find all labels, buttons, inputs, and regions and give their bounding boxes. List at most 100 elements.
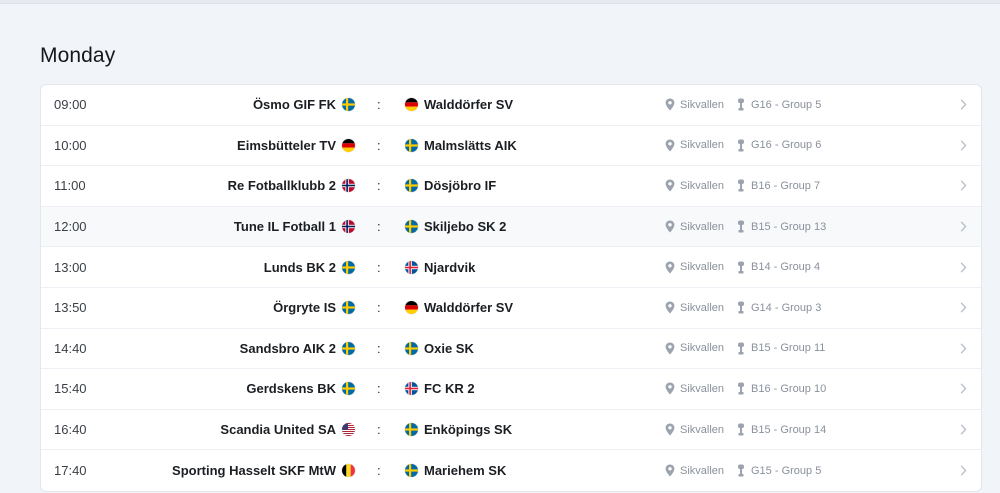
away-team-name: Malmslätts AIK [424,137,517,153]
home-team: Re Fotballklubb 2 [228,166,355,206]
match-row[interactable]: 12:00 Tune IL Fotball 1 : Skiljebo SK 2 … [41,206,981,248]
match-row[interactable]: 13:50 Örgryte IS : Walddörfer SV Sikvall… [41,288,981,329]
venue-name: Sikvallen [680,139,725,152]
venue: Sikvallen [665,85,724,125]
home-team: Ösmo GIF FK [253,85,355,125]
match-time: 10:00 [54,137,87,153]
group: G14 - Group 3 [737,288,821,328]
group: B15 - Group 14 [737,410,826,450]
location-pin-icon [665,261,675,274]
group-label: B15 - Group 14 [751,423,827,436]
group: B15 - Group 11 [737,329,825,369]
trophy-icon [738,220,744,233]
venue: Sikvallen [665,207,724,247]
home-team: Sporting Hasselt SKF MtW [172,450,355,491]
location-pin-icon [665,301,675,314]
location-pin-icon [665,382,675,395]
chevron-right-icon[interactable] [960,126,967,166]
home-flag-icon [342,220,355,234]
away-team: Skiljebo SK 2 [405,207,506,247]
chevron-right-icon[interactable] [960,410,967,450]
away-team-name: Walddörfer SV [424,97,514,113]
away-team: Njardvik [405,247,475,287]
score-separator: : [377,259,381,275]
venue: Sikvallen [665,410,724,450]
chevron-right-icon[interactable] [960,288,967,328]
away-team-name: Oxie SK [424,340,474,356]
venue-name: Sikvallen [680,261,725,274]
home-flag-icon [342,464,355,478]
away-team: Mariehem SK [405,450,506,491]
group: B16 - Group 10 [737,369,826,409]
match-row[interactable]: 17:40 Sporting Hasselt SKF MtW : Mariehe… [41,450,981,491]
group: B14 - Group 4 [737,247,820,287]
score-separator: : [377,219,381,235]
home-team: Scandia United SA [220,410,355,450]
away-team-name: Dösjöbro IF [424,178,497,194]
away-team-name: Enköpings SK [424,422,513,438]
match-row[interactable]: 09:00 Ösmo GIF FK : Walddörfer SV Sikval… [41,85,981,126]
match-row[interactable]: 10:00 Eimsbütteler TV : Malmslätts AIK S… [41,126,981,167]
home-team-name: Gerdskens BK [246,381,336,397]
away-team: Malmslätts AIK [405,126,517,166]
away-team: Oxie SK [405,329,474,369]
home-flag-icon [342,301,355,315]
trophy-icon [738,179,744,192]
chevron-right-icon[interactable] [960,450,967,491]
venue: Sikvallen [665,369,724,409]
away-flag-icon [405,423,418,437]
home-team-name: Tune IL Fotball 1 [233,219,336,235]
trophy-icon [738,301,744,314]
venue: Sikvallen [665,166,724,206]
group-label: B16 - Group 7 [751,179,821,192]
day-heading: Monday [40,44,116,67]
home-team-name: Re Fotballklubb 2 [227,178,336,194]
group: G16 - Group 5 [737,85,821,125]
match-list: 09:00 Ösmo GIF FK : Walddörfer SV Sikval… [40,84,982,492]
chevron-right-icon[interactable] [960,85,967,125]
match-time: 15:40 [54,381,87,397]
venue-name: Sikvallen [680,220,725,233]
chevron-right-icon[interactable] [960,166,967,206]
location-pin-icon [665,139,675,152]
away-flag-icon [405,220,418,234]
venue-name: Sikvallen [680,464,725,477]
away-team: Enköpings SK [405,410,512,450]
group: G15 - Group 5 [737,450,821,491]
group-label: G15 - Group 5 [751,464,822,477]
home-flag-icon [342,260,355,274]
chevron-right-icon[interactable] [960,207,967,247]
home-team-name: Örgryte IS [273,300,336,316]
home-team-name: Scandia United SA [220,422,336,438]
location-pin-icon [665,98,675,111]
match-row[interactable]: 16:40 Scandia United SA : Enköpings SK S… [41,410,981,451]
home-team: Lunds BK 2 [264,247,355,287]
chevron-right-icon[interactable] [960,329,967,369]
match-row[interactable]: 15:40 Gerdskens BK : FC KR 2 Sikvallen B… [41,369,981,410]
chevron-right-icon[interactable] [960,247,967,287]
venue: Sikvallen [665,288,724,328]
home-team-name: Sporting Hasselt SKF MtW [172,463,336,479]
away-team: Walddörfer SV [405,85,513,125]
match-row[interactable]: 11:00 Re Fotballklubb 2 : Dösjöbro IF Si… [41,166,981,207]
score-separator: : [377,178,381,194]
venue-name: Sikvallen [680,301,725,314]
chevron-right-icon[interactable] [960,369,967,409]
match-row[interactable]: 14:40 Sandsbro AIK 2 : Oxie SK Sikvallen… [41,329,981,370]
match-time: 17:40 [54,463,87,479]
location-pin-icon [665,464,675,477]
top-edge [0,0,1000,4]
away-team-name: Skiljebo SK 2 [424,219,507,235]
score-separator: : [377,422,381,438]
trophy-icon [738,342,744,355]
location-pin-icon [665,342,675,355]
match-row[interactable]: 13:00 Lunds BK 2 : Njardvik Sikvallen B1… [41,247,981,288]
group: B16 - Group 7 [737,166,820,206]
score-separator: : [377,381,381,397]
away-flag-icon [405,179,418,193]
group-label: B16 - Group 10 [751,382,827,395]
away-flag-icon [405,301,418,315]
score-separator: : [377,340,381,356]
home-team-name: Eimsbütteler TV [237,137,336,153]
venue-name: Sikvallen [680,342,725,355]
